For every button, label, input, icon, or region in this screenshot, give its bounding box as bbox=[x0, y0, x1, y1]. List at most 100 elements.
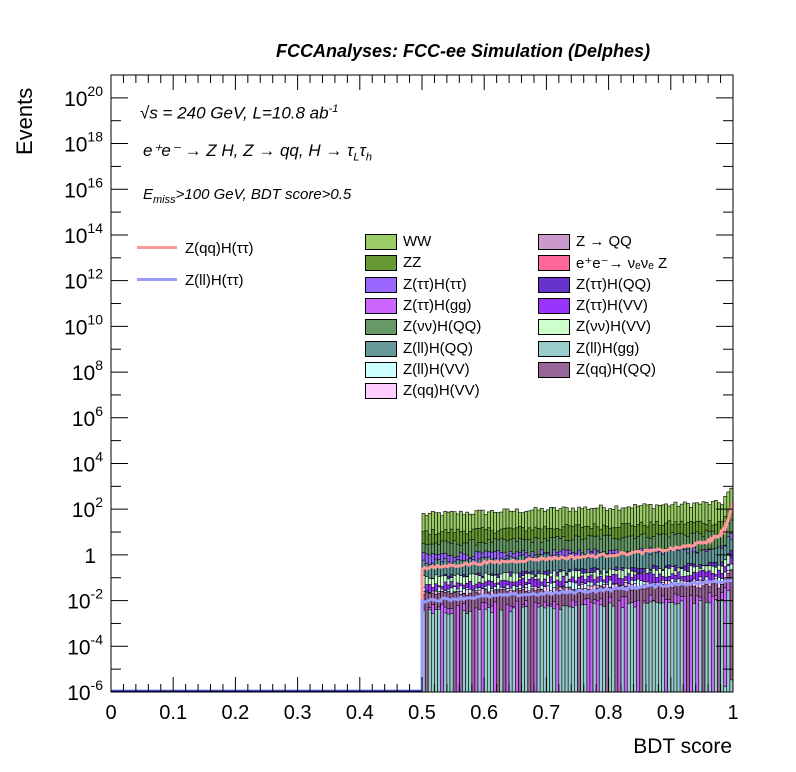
legend-box bbox=[538, 276, 570, 293]
stack-bin-12-22 bbox=[490, 612, 494, 693]
stack-bin-10-16 bbox=[471, 589, 476, 693]
legend-box bbox=[365, 276, 397, 293]
stack-bin-12-83 bbox=[679, 600, 684, 693]
stack-bin-12-76 bbox=[658, 602, 662, 693]
legend-box bbox=[365, 319, 397, 336]
legend-box bbox=[538, 340, 570, 357]
stack-bin-12-74 bbox=[651, 600, 656, 693]
x-tick-label: 0.4 bbox=[346, 702, 374, 724]
legend-label: Z(ττ)H(QQ) bbox=[576, 275, 652, 293]
stack-bin-10-10 bbox=[452, 591, 457, 693]
legend-label: ZZ bbox=[403, 254, 422, 272]
legend-label: e⁺e⁻→ νₑνₑ Z bbox=[576, 255, 668, 273]
stack-bin-12-81 bbox=[673, 603, 678, 693]
annotation-process: e⁺e⁻ → Z H, Z → qq, H → τLτh bbox=[143, 141, 373, 164]
stack-bin-12-48 bbox=[570, 607, 575, 693]
stack-bin-12-14 bbox=[465, 613, 469, 693]
stack-bin-12-97 bbox=[723, 685, 728, 693]
stack-bin-12-47 bbox=[567, 606, 572, 693]
legend-label: Z(ll)H(QQ) bbox=[403, 339, 473, 357]
y-tick-label: 108 bbox=[72, 357, 103, 385]
stack-bin-10-90 bbox=[701, 585, 706, 693]
stack-bin-12-96 bbox=[720, 599, 724, 693]
y-tick-label: 1 bbox=[84, 545, 96, 568]
stack-bin-11-56 bbox=[595, 600, 600, 693]
stack-bin-12-94 bbox=[714, 599, 718, 693]
stack-bin-12-91 bbox=[704, 602, 709, 693]
legend-box bbox=[538, 361, 570, 378]
signal-line-0 bbox=[111, 501, 735, 693]
stack-bin-10-62 bbox=[614, 587, 619, 693]
stack-bin-12-42 bbox=[552, 607, 557, 693]
legend-box bbox=[538, 234, 570, 250]
x-tick-label: 0.2 bbox=[221, 702, 249, 724]
stack-bin-11-78 bbox=[664, 599, 668, 693]
stack-bin-10-35 bbox=[530, 588, 535, 693]
legend-box bbox=[365, 340, 397, 357]
stack-bin-12-21 bbox=[487, 607, 491, 693]
stack-bin-12-87 bbox=[692, 603, 696, 693]
stack-bin-12-68 bbox=[633, 606, 637, 693]
stack-bin-12-18 bbox=[477, 609, 482, 693]
stack-bin-12-67 bbox=[630, 602, 634, 693]
stack-bin-12-72 bbox=[645, 602, 650, 693]
y-tick-label: 1012 bbox=[64, 266, 103, 294]
legend-label: Z(νν)H(VV) bbox=[576, 318, 651, 336]
stack-bin-12-71 bbox=[642, 602, 647, 693]
stack-bin-11-11 bbox=[455, 605, 460, 693]
stack-bin-12-37 bbox=[536, 606, 541, 693]
legend-label: Z(ττ)H(ττ) bbox=[403, 275, 467, 293]
stack-bin-12-32 bbox=[521, 606, 525, 693]
x-axis-label: BDT score bbox=[633, 735, 732, 758]
y-tick-label: 1018 bbox=[64, 129, 103, 157]
legend-label: Z(qq)H(VV) bbox=[403, 382, 480, 400]
stack-bin-10-85 bbox=[686, 585, 690, 693]
legend-label-signal: Z(qq)H(ττ) bbox=[185, 240, 254, 257]
stack-bin-12-73 bbox=[648, 601, 653, 693]
stack-bin-12-75 bbox=[654, 602, 659, 693]
stack-bin-12-52 bbox=[583, 604, 588, 693]
stack-bin-12-4 bbox=[434, 609, 438, 693]
legend-label: Z(ττ)H(gg) bbox=[403, 296, 472, 314]
y-tick-label: 1010 bbox=[64, 311, 103, 339]
stack-bin-10-31 bbox=[518, 590, 522, 693]
y-axis-label: Events bbox=[12, 87, 37, 155]
signal-line-1 bbox=[111, 578, 734, 693]
x-tick-label: 0.9 bbox=[657, 702, 685, 724]
x-tick-label: 0.1 bbox=[159, 702, 187, 724]
legend-box bbox=[365, 297, 397, 314]
stack-bin-12-55 bbox=[592, 603, 597, 693]
x-tick-label: 1 bbox=[727, 702, 738, 724]
stack-bin-12-51 bbox=[580, 604, 585, 693]
stack-bin-12-2 bbox=[427, 609, 432, 693]
y-tick-label: 106 bbox=[72, 403, 103, 431]
stack-bin-10-95 bbox=[717, 587, 721, 693]
stack-bin-12-15 bbox=[468, 611, 473, 693]
annotation-cuts: Emiss>100 GeV, BDT score>0.5 bbox=[143, 186, 352, 206]
stack-bin-11-53 bbox=[586, 598, 591, 693]
stack-bin-12-57 bbox=[598, 604, 603, 693]
stack-bin-11-63 bbox=[617, 600, 622, 693]
legend-box bbox=[365, 255, 397, 272]
x-tick-label: 0.7 bbox=[532, 702, 560, 724]
stack-bin-12-33 bbox=[524, 606, 529, 693]
stack-bin-12-92 bbox=[707, 602, 712, 693]
x-tick-label: 0.5 bbox=[408, 702, 436, 724]
stack-bin-10-70 bbox=[639, 588, 644, 693]
x-tick-label: 0.6 bbox=[470, 702, 498, 724]
stack-bin-12-9 bbox=[449, 613, 454, 693]
x-tick-label: 0.8 bbox=[595, 702, 623, 724]
legend-box bbox=[538, 255, 570, 272]
x-tick-label: 0 bbox=[105, 702, 116, 724]
stack-bin-10-59 bbox=[605, 589, 609, 693]
legend-label: Z(ττ)H(VV) bbox=[576, 296, 648, 314]
y-tick-label: 1020 bbox=[64, 83, 103, 111]
legend-box bbox=[538, 319, 570, 336]
legend-label: Z → QQ bbox=[576, 233, 632, 250]
stack-bin-12-28 bbox=[508, 611, 513, 693]
chart-title: FCCAnalyses: FCC-ee Simulation (Delphes) bbox=[276, 41, 651, 61]
stack-bin-12-8 bbox=[446, 613, 451, 693]
legend-box bbox=[365, 234, 397, 250]
legend-box bbox=[538, 297, 570, 314]
